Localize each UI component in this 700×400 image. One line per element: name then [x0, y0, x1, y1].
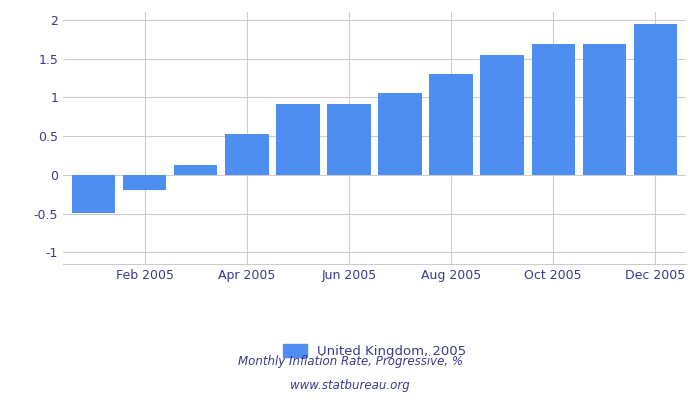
Bar: [123, 175, 167, 190]
Bar: [174, 165, 218, 175]
Bar: [276, 104, 320, 175]
Bar: [429, 74, 472, 175]
Bar: [531, 44, 575, 175]
Bar: [634, 24, 677, 175]
Bar: [328, 104, 371, 175]
Text: www.statbureau.org: www.statbureau.org: [290, 380, 410, 392]
Bar: [480, 55, 524, 175]
Bar: [225, 134, 269, 175]
Bar: [582, 44, 626, 175]
Text: Monthly Inflation Rate, Progressive, %: Monthly Inflation Rate, Progressive, %: [237, 356, 463, 368]
Bar: [378, 94, 421, 175]
Legend: United Kingdom, 2005: United Kingdom, 2005: [277, 338, 472, 363]
Bar: [72, 175, 116, 213]
